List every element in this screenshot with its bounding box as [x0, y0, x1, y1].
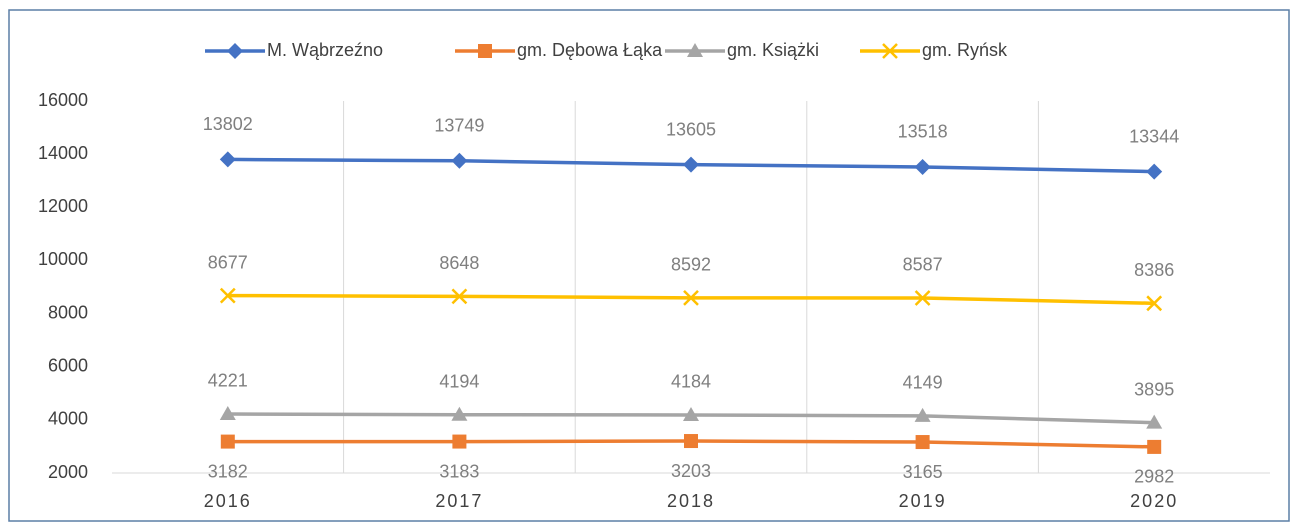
legend-label: gm. Dębowa Łąka [517, 40, 663, 60]
marker [219, 405, 236, 420]
y-tick-label: 8000 [48, 302, 88, 322]
y-tick-label: 10000 [38, 249, 88, 269]
y-tick-label: 2000 [48, 462, 88, 482]
legend-label: M. Wąbrzeźno [267, 40, 383, 60]
data-label: 4149 [903, 373, 943, 393]
data-label: 3182 [208, 461, 248, 481]
marker [219, 151, 236, 168]
data-label: 8592 [671, 255, 711, 275]
marker [914, 290, 931, 306]
marker [1146, 163, 1163, 180]
marker [914, 407, 931, 422]
data-label: 2982 [1134, 467, 1174, 487]
marker [683, 406, 699, 421]
data-label: 13749 [434, 116, 484, 136]
data-label: 4221 [208, 371, 248, 391]
marker [882, 43, 898, 59]
marker [219, 287, 236, 304]
data-label: 8386 [1134, 260, 1174, 280]
data-label: 3895 [1134, 379, 1174, 399]
data-label: 13605 [666, 119, 716, 139]
marker [914, 158, 931, 175]
data-label: 3203 [671, 461, 711, 481]
marker [683, 289, 699, 306]
marker [451, 288, 468, 305]
marker [683, 156, 699, 173]
x-tick-label: 2016 [204, 491, 252, 511]
y-tick-label: 12000 [38, 196, 88, 216]
data-label: 4194 [439, 371, 479, 391]
data-label: 4184 [671, 372, 711, 392]
marker [687, 43, 703, 57]
marker [684, 434, 698, 449]
y-tick-label: 6000 [48, 355, 88, 375]
x-tick-label: 2018 [667, 491, 715, 511]
legend-label: gm. Książki [727, 40, 819, 60]
data-label: 8648 [439, 253, 479, 273]
data-label: 8587 [903, 255, 943, 275]
x-tick-label: 2019 [899, 491, 947, 511]
data-label: 13802 [203, 114, 253, 134]
data-label: 8677 [208, 252, 248, 272]
y-tick-label: 16000 [38, 90, 88, 110]
marker [478, 44, 492, 58]
legend-label: gm. Ryńsk [922, 40, 1008, 60]
data-label: 13518 [898, 122, 948, 142]
data-label: 3165 [903, 462, 943, 482]
marker [220, 434, 235, 449]
x-tick-label: 2017 [435, 491, 483, 511]
marker [452, 434, 467, 449]
marker [1147, 439, 1162, 454]
y-tick-label: 14000 [38, 143, 88, 163]
y-tick-label: 4000 [48, 409, 88, 429]
marker [1146, 414, 1163, 429]
marker [1146, 295, 1163, 312]
marker [227, 43, 243, 59]
data-label: 13344 [1129, 126, 1179, 146]
data-label: 3183 [439, 461, 479, 481]
x-tick-label: 2020 [1130, 491, 1178, 511]
marker [451, 406, 468, 421]
marker [915, 435, 930, 450]
marker [451, 152, 468, 169]
